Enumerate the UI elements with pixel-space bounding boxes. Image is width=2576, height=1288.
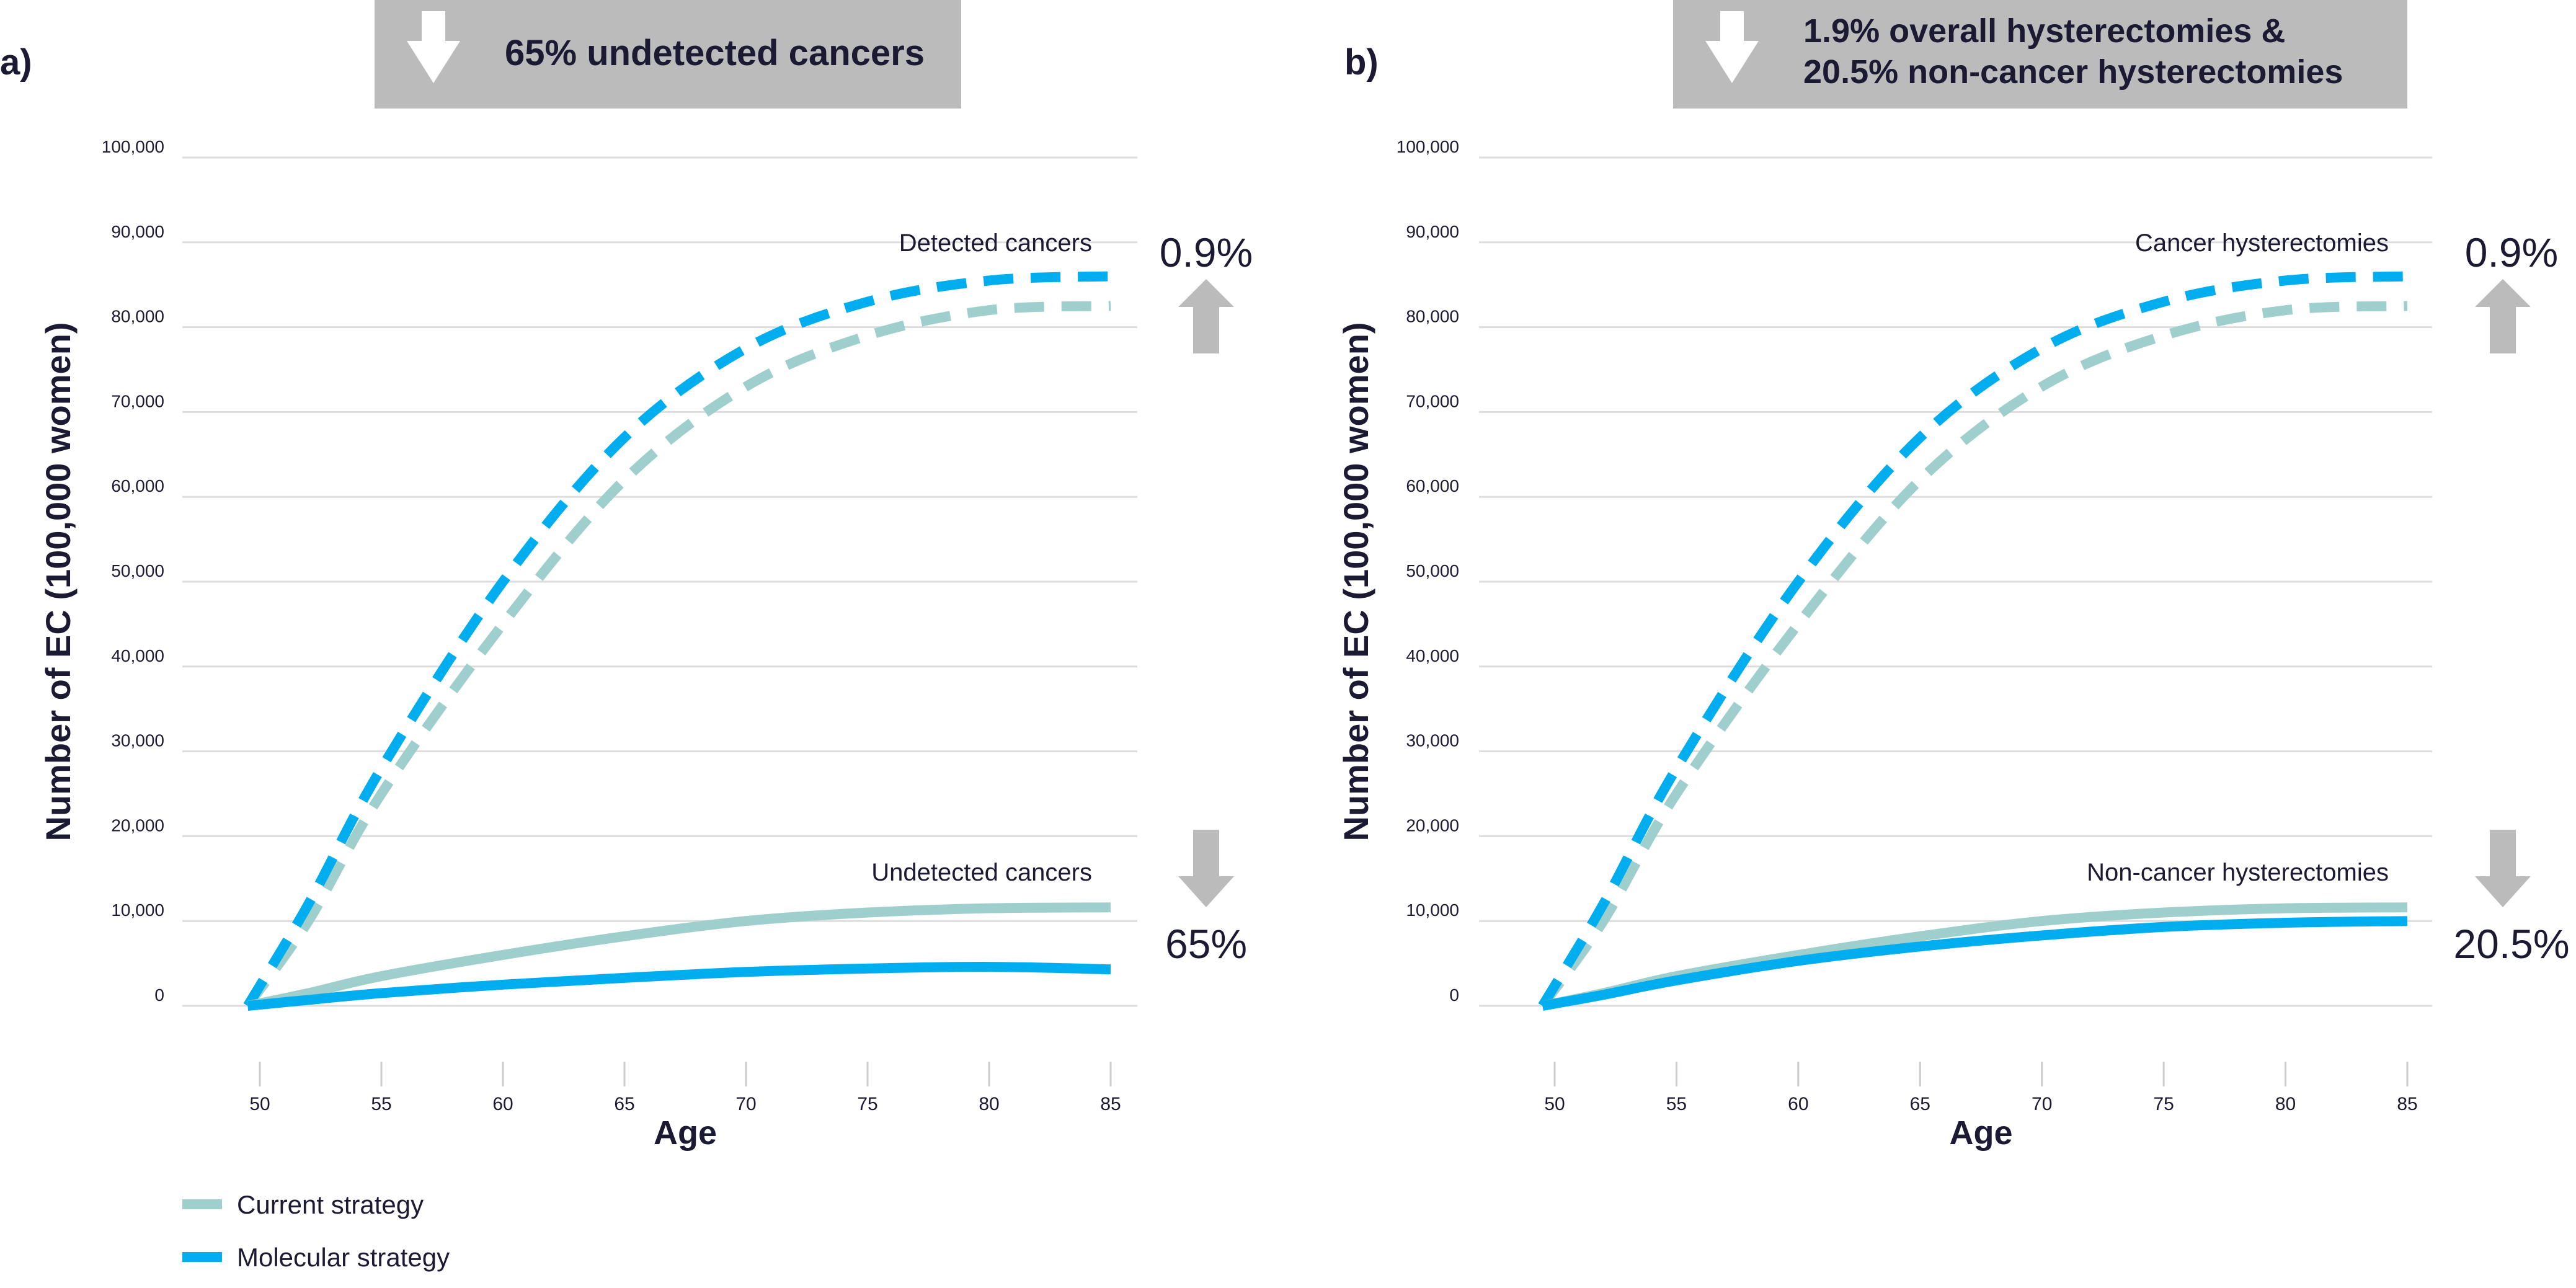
y-tick-label: 100,000 xyxy=(1397,137,1459,156)
series-line-molecular-solid xyxy=(1541,916,2408,1011)
banner-text: 20.5% non-cancer hysterectomies xyxy=(1803,53,2343,91)
legend: Current strategy Molecular strategy xyxy=(182,1190,450,1272)
y-tick-label: 10,000 xyxy=(111,900,164,920)
y-tick-label: 20,000 xyxy=(111,815,164,835)
panel-label: b) xyxy=(1344,42,1379,82)
x-tick-label: 60 xyxy=(1788,1094,1808,1114)
group-label: Non-cancer hysterectomies xyxy=(2087,859,2389,886)
x-tick-label: 75 xyxy=(2153,1094,2174,1114)
y-tick-label: 40,000 xyxy=(1406,646,1459,665)
arrow-up-icon xyxy=(1178,279,1234,353)
y-tick-label: 20,000 xyxy=(1406,815,1459,835)
y-tick-label: 80,000 xyxy=(1406,307,1459,326)
y-axis-label: Number of EC (100,000 women) xyxy=(1336,322,1375,841)
x-axis-label: Age xyxy=(654,1114,717,1152)
x-axis-label: Age xyxy=(1949,1114,2012,1152)
y-tick-label: 70,000 xyxy=(1406,391,1459,411)
banner xyxy=(375,0,961,109)
y-axis-label: Number of EC (100,000 women) xyxy=(38,322,78,841)
y-tick-label: 30,000 xyxy=(111,731,164,750)
y-tick-label: 40,000 xyxy=(111,646,164,665)
series-line-molecular-dashed xyxy=(243,271,1111,1009)
change-value: 0.9% xyxy=(2465,229,2558,275)
y-tick-label: 90,000 xyxy=(111,222,164,241)
chart-panel-a: a) 65% undetected cancers 0 10,000 20,000 30,… xyxy=(0,0,1253,1152)
group-label: Detected cancers xyxy=(899,229,1092,257)
y-tick-label: 50,000 xyxy=(111,561,164,580)
legend-label: Current strategy xyxy=(237,1190,424,1219)
x-tick-label: 55 xyxy=(371,1094,391,1114)
x-tick-label: 50 xyxy=(1544,1094,1565,1114)
arrow-down-icon xyxy=(1705,11,1759,83)
y-tick-label: 10,000 xyxy=(1406,900,1459,920)
y-tick-label: 80,000 xyxy=(111,307,164,326)
arrow-up-icon xyxy=(2475,279,2531,353)
x-tick-label: 55 xyxy=(1666,1094,1687,1114)
arrow-down-icon xyxy=(1178,830,1234,907)
y-tick-label: 60,000 xyxy=(1406,476,1459,495)
panel-label: a) xyxy=(0,42,32,82)
change-value: 0.9% xyxy=(1160,229,1253,275)
x-tick-label: 75 xyxy=(857,1094,877,1114)
series-line-current-dashed xyxy=(1538,301,2408,1009)
y-tick-label: 0 xyxy=(1449,985,1459,1005)
group-label: Cancer hysterectomies xyxy=(2135,229,2389,257)
change-value: 20.5% xyxy=(2453,921,2569,967)
change-value: 65% xyxy=(1165,921,1247,967)
y-tick-label: 60,000 xyxy=(111,476,164,495)
group-label: Undetected cancers xyxy=(871,859,1092,886)
y-tick-label: 50,000 xyxy=(1406,561,1459,580)
arrow-down-icon xyxy=(407,11,460,83)
y-tick-label: 0 xyxy=(154,985,164,1005)
series-line-molecular-solid xyxy=(247,962,1111,1011)
x-tick-label: 80 xyxy=(979,1094,999,1114)
y-tick-label: 70,000 xyxy=(111,391,164,411)
x-tick-label: 85 xyxy=(1100,1094,1121,1114)
x-tick-label: 50 xyxy=(249,1094,270,1114)
x-tick-label: 70 xyxy=(735,1094,756,1114)
banner-text: 1.9% overall hysterectomies & xyxy=(1803,12,2285,50)
series-line-current-dashed xyxy=(243,301,1111,1009)
x-tick-label: 70 xyxy=(2032,1094,2052,1114)
x-tick-label: 60 xyxy=(492,1094,513,1114)
series-line-molecular-dashed xyxy=(1538,271,2408,1009)
banner xyxy=(1673,0,2407,109)
y-tick-label: 90,000 xyxy=(1406,222,1459,241)
banner-text: 65% undetected cancers xyxy=(505,33,925,73)
x-tick-label: 85 xyxy=(2397,1094,2417,1114)
y-tick-label: 100,000 xyxy=(102,137,164,156)
chart-panel-b: b) 1.9% overall hysterectomies &20.5% non… xyxy=(1336,0,2570,1152)
x-tick-label: 65 xyxy=(614,1094,634,1114)
y-tick-label: 30,000 xyxy=(1406,731,1459,750)
series-line-current-solid xyxy=(246,902,1111,1011)
x-tick-label: 80 xyxy=(2275,1094,2296,1114)
arrow-down-icon xyxy=(2475,830,2531,907)
x-tick-label: 65 xyxy=(1910,1094,1930,1114)
legend-label: Molecular strategy xyxy=(237,1243,450,1272)
